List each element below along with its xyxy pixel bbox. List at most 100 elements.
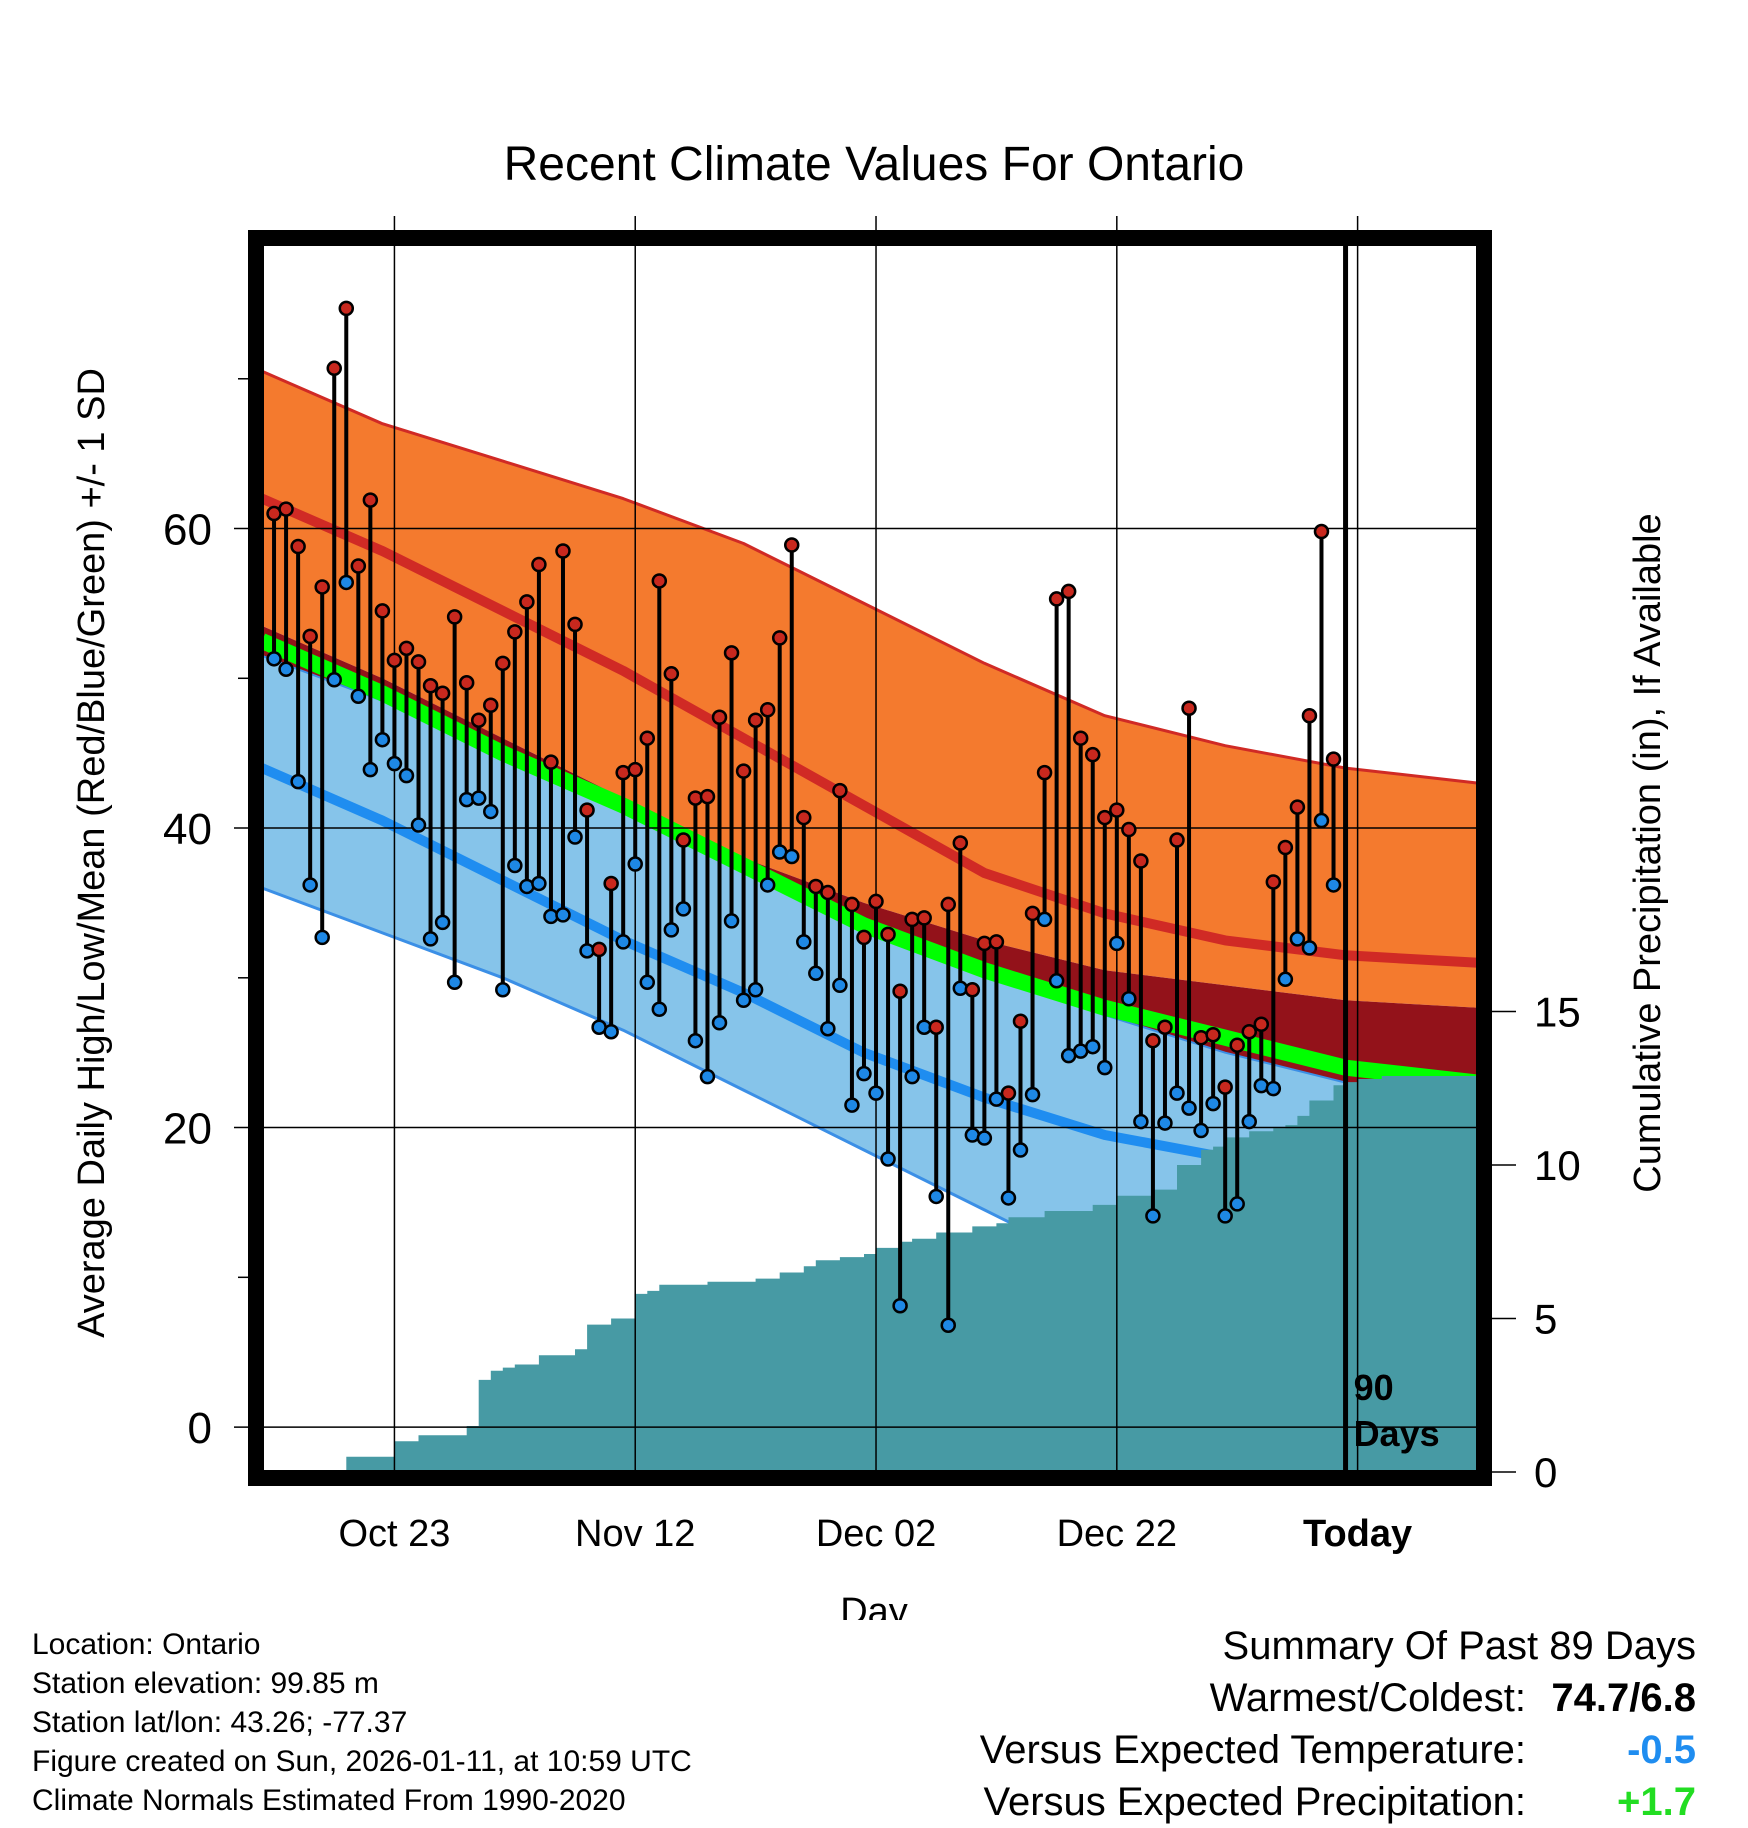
- x-tick-label: Dec 02: [816, 1513, 936, 1555]
- high-point: [940, 896, 957, 913]
- low-point: [1325, 877, 1342, 893]
- low-point: [1048, 973, 1065, 989]
- high-point: [1229, 1037, 1245, 1053]
- low-point: [675, 901, 692, 917]
- high-point: [735, 763, 752, 779]
- low-point: [1265, 1080, 1282, 1097]
- high-point: [711, 709, 728, 725]
- high-point: [808, 878, 824, 895]
- low-point: [988, 1091, 1005, 1107]
- high-point: [1036, 764, 1053, 781]
- latlon-text: Station lat/lon: 43.26; -77.37: [32, 1706, 408, 1739]
- normal-mean-line: [258, 633, 1479, 1091]
- high-point: [543, 754, 559, 770]
- high-point: [290, 538, 306, 555]
- low-point: [699, 1068, 716, 1085]
- y2-tick-label: 0: [1534, 1449, 1557, 1496]
- high-point: [1217, 1079, 1233, 1095]
- low-point: [278, 661, 294, 678]
- low-point: [1301, 940, 1318, 956]
- low-point: [639, 974, 656, 991]
- high-point: [856, 929, 872, 946]
- low-point: [1097, 1059, 1113, 1076]
- high-point: [1325, 751, 1342, 767]
- low-point: [856, 1065, 872, 1082]
- y-tick-label: 20: [163, 1105, 212, 1154]
- low-point: [892, 1298, 908, 1314]
- high-point: [1265, 874, 1282, 890]
- elevation-text: Station elevation: 99.85 m: [32, 1667, 379, 1700]
- high-point: [519, 594, 535, 610]
- high-point: [495, 655, 511, 672]
- high-point: [1289, 799, 1306, 815]
- plot-area: 90 Days 0 20 40 60 0 5 10 15 Oct 23 Nov 12 Dec 02 Dec…: [163, 216, 1581, 1555]
- low-point: [723, 913, 740, 929]
- low-point: [1084, 1038, 1101, 1055]
- plot-frame: [248, 230, 1492, 1486]
- low-point: [1193, 1122, 1209, 1139]
- location-text: Location: Ontario: [32, 1628, 261, 1661]
- low-point: [687, 1032, 704, 1049]
- low-point: [796, 934, 812, 950]
- low-point: [820, 1020, 836, 1037]
- low-point: [434, 914, 451, 931]
- high-point: [1000, 1085, 1017, 1101]
- high-point: [470, 712, 487, 728]
- climate-chart: Recent Climate Values For Ontario Averag…: [71, 138, 1669, 1620]
- low-point: [747, 982, 764, 998]
- high-point: [278, 501, 294, 517]
- high-point: [338, 300, 355, 317]
- high-point: [771, 630, 788, 646]
- y2-tick-label: 5: [1534, 1296, 1557, 1343]
- y-tick-label: 0: [188, 1404, 212, 1453]
- temp-row: Versus Expected Temperature: -0.5: [796, 1724, 1696, 1776]
- high-point: [555, 543, 571, 559]
- high-point: [1024, 905, 1041, 922]
- low-point: [470, 790, 487, 806]
- low-point: [904, 1068, 920, 1085]
- high-point: [747, 712, 764, 728]
- high-point: [1109, 802, 1125, 818]
- high-point: [398, 640, 415, 657]
- low-point: [495, 982, 511, 998]
- high-point: [639, 730, 656, 746]
- high-point: [663, 666, 680, 682]
- low-point: [1169, 1085, 1185, 1101]
- low-point: [555, 907, 571, 923]
- low-point: [880, 1151, 896, 1167]
- high-point: [1301, 707, 1318, 724]
- low-point: [1157, 1115, 1173, 1131]
- high-point: [1072, 730, 1089, 746]
- low-point: [603, 1023, 619, 1040]
- high-point: [1145, 1032, 1161, 1049]
- warmest-value: 74.7/6.8: [1551, 1676, 1696, 1720]
- low-point: [1205, 1095, 1221, 1112]
- high-point: [374, 603, 391, 619]
- precip-value: +1.7: [1617, 1780, 1696, 1824]
- high-point: [1181, 700, 1197, 716]
- low-point: [627, 856, 643, 872]
- high-point: [820, 884, 836, 901]
- temp-value: -0.5: [1627, 1728, 1696, 1772]
- low-point: [410, 817, 427, 833]
- precip-label: Versus Expected Precipitation:: [983, 1780, 1526, 1824]
- high-point: [1121, 821, 1137, 838]
- low-point: [1313, 812, 1330, 829]
- high-sd-upper-edge: [261, 369, 1479, 785]
- low-point: [976, 1130, 993, 1146]
- low-point: [314, 929, 330, 946]
- high-point: [483, 697, 499, 713]
- low-point: [1133, 1113, 1149, 1130]
- y2-axis-label: Cumulative Precipitation (in), If Availa…: [1627, 513, 1669, 1192]
- high-point: [844, 896, 860, 913]
- high-point: [988, 934, 1005, 950]
- high-point: [507, 624, 523, 640]
- high-point: [627, 761, 643, 778]
- high-point: [1241, 1023, 1257, 1040]
- low-point: [1229, 1196, 1245, 1212]
- warmest-label: Warmest/Coldest:: [1209, 1676, 1526, 1720]
- precip-area: [262, 1076, 1478, 1472]
- overlap-band: [262, 625, 1478, 1121]
- high-point: [796, 809, 812, 826]
- normals-text: Climate Normals Estimated From 1990-2020: [32, 1784, 626, 1817]
